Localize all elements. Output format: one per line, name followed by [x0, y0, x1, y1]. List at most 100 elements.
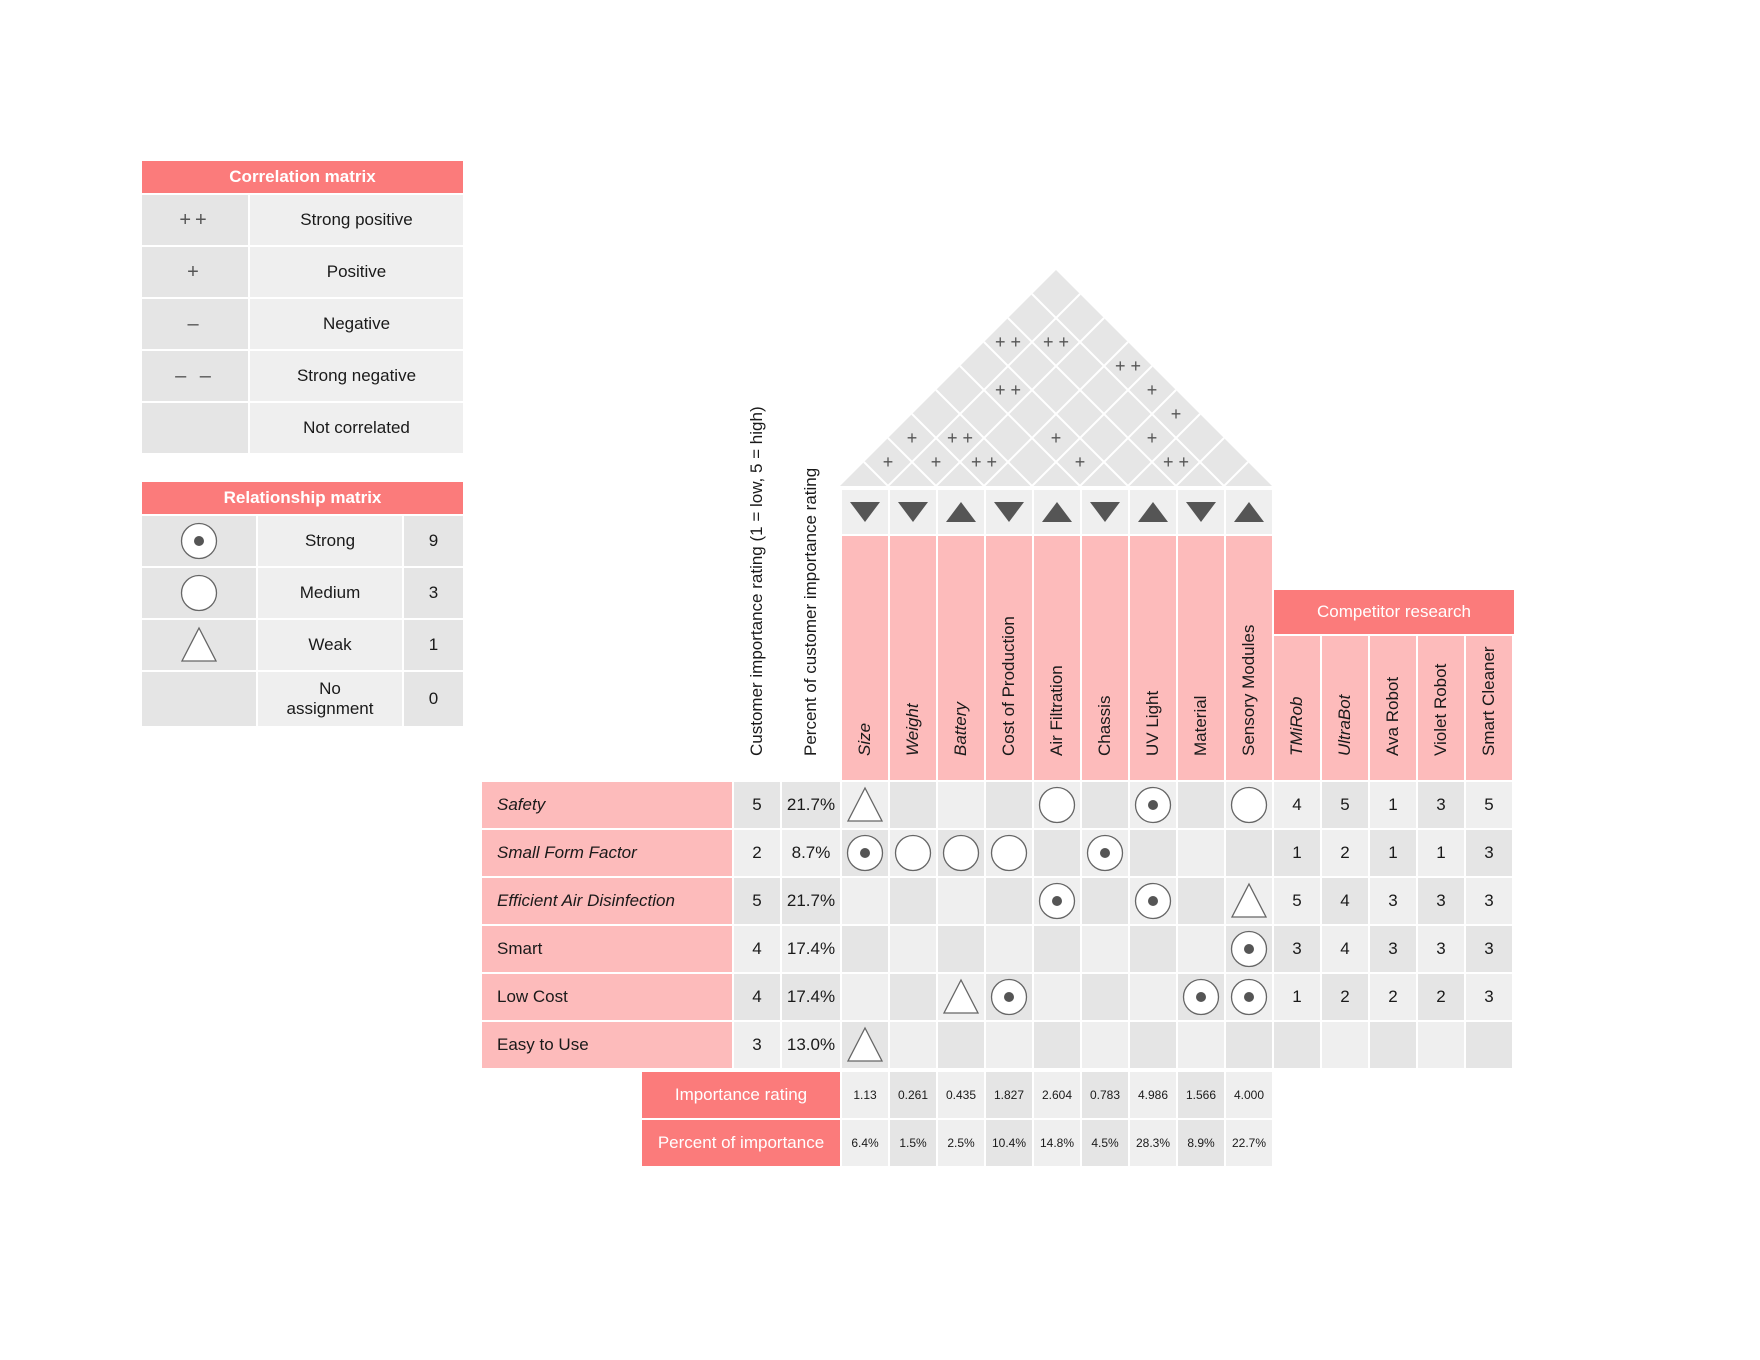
correlation-label: Negative — [250, 299, 463, 349]
direction-cell — [1082, 490, 1128, 534]
arrow-down-icon — [850, 502, 880, 522]
relationship-cell — [1226, 1022, 1272, 1068]
correlation-mark: + — [931, 452, 942, 472]
technical-requirement-header: Sensory Modules — [1226, 536, 1272, 780]
technical-requirement-label: Weight — [903, 703, 922, 756]
competitor-label: TMiRob — [1287, 696, 1306, 756]
competitor-header: TMiRob — [1274, 636, 1320, 780]
weak-relationship-icon — [180, 626, 218, 662]
technical-requirement-header: Weight — [890, 536, 936, 780]
arrow-up-icon — [1042, 502, 1072, 522]
importance-rating-value: 1.13 — [842, 1072, 888, 1118]
relationship-cell — [842, 878, 888, 924]
relationship-cell — [938, 830, 984, 876]
competitor-score: 4 — [1274, 782, 1320, 828]
relationship-cell — [1178, 974, 1224, 1020]
direction-cell — [938, 490, 984, 534]
importance-rating-value: 2.604 — [1034, 1072, 1080, 1118]
correlation-label: Strong positive — [250, 195, 463, 245]
customer-requirement-label: Smart — [482, 926, 732, 972]
relationship-cell — [1034, 926, 1080, 972]
medium-relationship-icon — [942, 834, 980, 872]
customer-percent: 21.7% — [782, 782, 840, 828]
arrow-up-icon — [946, 502, 976, 522]
weak-relationship-icon — [1230, 882, 1268, 918]
correlation-mark: + + — [1115, 356, 1141, 376]
correlation-symbol-cell — [142, 403, 248, 453]
relationship-cell — [1082, 974, 1128, 1020]
direction-cell — [1130, 490, 1176, 534]
relationship-cell — [890, 830, 936, 876]
technical-requirement-label: Material — [1191, 695, 1210, 756]
correlation-symbol-cell: – – — [142, 351, 248, 401]
relationship-icon-cell — [142, 516, 256, 566]
percent-of-importance-value: 28.3% — [1130, 1120, 1176, 1166]
relationship-cell — [1226, 878, 1272, 924]
relationship-value: 0 — [404, 672, 463, 726]
percent-of-importance-value: 4.5% — [1082, 1120, 1128, 1166]
direction-cell — [986, 490, 1032, 534]
importance-rating-value: 4.986 — [1130, 1072, 1176, 1118]
customer-rating: 3 — [734, 1022, 780, 1068]
correlation-symbol: ++ — [179, 209, 211, 231]
weak-relationship-icon — [942, 978, 980, 1014]
relationship-value: 9 — [404, 516, 463, 566]
percent-of-importance-value: 10.4% — [986, 1120, 1032, 1166]
strong-relationship-icon — [1086, 834, 1124, 872]
customer-percent: 21.7% — [782, 878, 840, 924]
correlation-legend-title: Correlation matrix — [142, 161, 463, 193]
relationship-cell — [1082, 782, 1128, 828]
competitor-header: Smart Cleaner — [1466, 636, 1512, 780]
arrow-down-icon — [1186, 502, 1216, 522]
technical-requirement-label: UV Light — [1143, 690, 1162, 756]
technical-requirement-label: Chassis — [1095, 695, 1114, 756]
competitor-label: Violet Robot — [1431, 663, 1450, 756]
roof-gridline — [863, 461, 889, 487]
correlation-mark: + — [907, 428, 918, 448]
medium-relationship-icon — [990, 834, 1028, 872]
relationship-cell — [1034, 782, 1080, 828]
strong-relationship-icon — [1230, 930, 1268, 968]
roof-gridline — [1127, 413, 1201, 487]
relationship-cell — [1034, 974, 1080, 1020]
relationship-cell — [1178, 1022, 1224, 1068]
relationship-cell — [1178, 878, 1224, 924]
customer-percent: 13.0% — [782, 1022, 840, 1068]
competitor-score: 3 — [1370, 926, 1416, 972]
competitor-score: 3 — [1466, 878, 1512, 924]
customer-importance-rating-header: Customer importance rating (1 = low, 5 =… — [734, 380, 780, 780]
customer-requirement-label: Efficient Air Disinfection — [482, 878, 732, 924]
importance-rating-value: 4.000 — [1226, 1072, 1272, 1118]
competitor-score: 1 — [1274, 830, 1320, 876]
strong-relationship-icon — [990, 978, 1028, 1016]
technical-requirement-label: Size — [855, 722, 874, 756]
competitor-score — [1322, 1022, 1368, 1068]
correlation-symbol-cell: + — [142, 247, 248, 297]
correlation-mark: + + — [1043, 332, 1069, 352]
importance-rating-value: 0.783 — [1082, 1072, 1128, 1118]
competitor-score — [1466, 1022, 1512, 1068]
importance-rating-value: 0.261 — [890, 1072, 936, 1118]
relationship-cell — [890, 974, 936, 1020]
importance-rating-label: Importance rating — [642, 1072, 840, 1118]
technical-requirement-header: Cost of Production — [986, 536, 1032, 780]
competitor-score: 3 — [1466, 926, 1512, 972]
technical-requirement-header: Battery — [938, 536, 984, 780]
direction-cell — [1226, 490, 1272, 534]
competitor-research-title: Competitor research — [1274, 590, 1514, 634]
arrow-down-icon — [1090, 502, 1120, 522]
competitor-label: Smart Cleaner — [1479, 646, 1498, 756]
arrow-up-icon — [1234, 502, 1264, 522]
correlation-label: Not correlated — [250, 403, 463, 453]
roof-gridline — [935, 317, 1105, 487]
relationship-cell — [1034, 830, 1080, 876]
technical-requirement-label: Air Filtration — [1047, 665, 1066, 756]
strong-relationship-icon — [846, 834, 884, 872]
competitor-score — [1370, 1022, 1416, 1068]
customer-requirement-label: Small Form Factor — [482, 830, 732, 876]
correlation-mark: + + — [1163, 452, 1189, 472]
relationship-label: Weak — [258, 620, 402, 670]
relationship-cell — [1130, 926, 1176, 972]
competitor-score: 5 — [1466, 782, 1512, 828]
competitor-score: 2 — [1418, 974, 1464, 1020]
